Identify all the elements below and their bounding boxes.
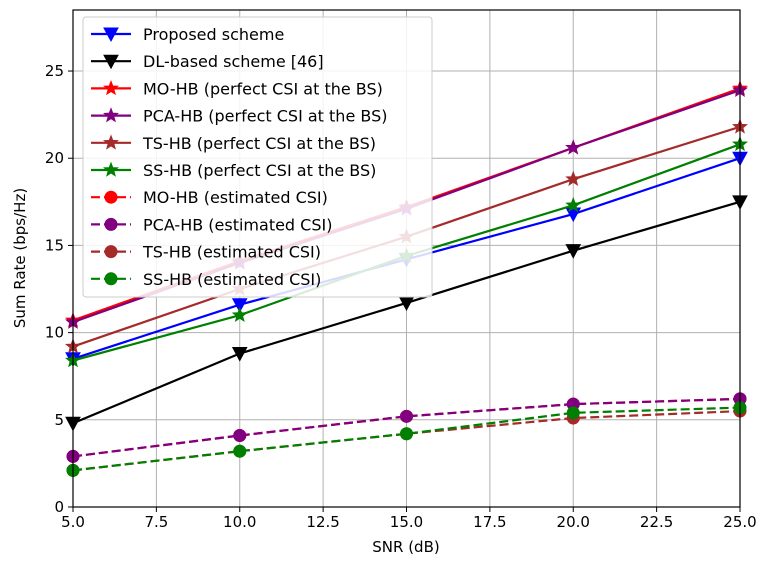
x-tick-label: 10.0 <box>223 513 256 531</box>
legend-label: DL-based scheme [46] <box>143 52 324 71</box>
x-tick-label: 15.0 <box>390 513 423 531</box>
legend-item: DL-based scheme [46] <box>91 52 324 71</box>
y-tick-label: 5 <box>54 411 64 429</box>
data-point <box>231 306 248 322</box>
x-tick-label: 20.0 <box>557 513 590 531</box>
legend-label: MO-HB (perfect CSI at the BS) <box>143 79 383 98</box>
legend-marker <box>103 134 119 150</box>
series-line <box>72 406 741 472</box>
legend-marker <box>103 107 119 123</box>
legend-item: PCA-HB (perfect CSI at the BS) <box>91 107 387 126</box>
y-tick-label: 0 <box>54 498 64 516</box>
legend-item: MO-HB (estimated CSI) <box>91 188 328 207</box>
legend-label: TS-HB (estimated CSI) <box>142 243 321 262</box>
series-10 <box>66 401 747 477</box>
axis-ticks: 5.0 7.5 10.0 12.5 15.0 17.5 20.0 22.5 25.0 0 5 10 15… <box>45 62 757 531</box>
data-point <box>233 444 247 458</box>
legend-label: PCA-HB (perfect CSI at the BS) <box>143 107 387 126</box>
data-point <box>566 406 580 420</box>
series-line <box>72 397 741 458</box>
y-axis-label: Sum Rate (bps/Hz) <box>11 188 29 328</box>
data-point <box>231 347 248 362</box>
data-point <box>400 409 413 423</box>
data-point <box>400 427 413 441</box>
legend-marker <box>104 190 118 204</box>
data-point <box>565 196 582 213</box>
legend-item: SS-HB (perfect CSI at the BS) <box>91 161 376 180</box>
data-point <box>565 139 582 155</box>
legend-label: TS-HB (perfect CSI at the BS) <box>142 134 376 153</box>
legend-marker <box>104 217 118 231</box>
legend-item: Proposed scheme <box>91 25 284 44</box>
legend-item: TS-HB (estimated CSI) <box>91 243 321 262</box>
y-tick-label: 15 <box>45 236 64 254</box>
x-tick-label: 25.0 <box>723 513 756 531</box>
legend-item: TS-HB (perfect CSI at the BS) <box>91 134 376 153</box>
legend-item: PCA-HB (estimated CSI) <box>91 215 332 234</box>
legend-box <box>82 16 433 298</box>
x-tick-label: 5.0 <box>61 513 85 531</box>
legend-marker <box>103 161 119 177</box>
legend: Proposed scheme DL-based scheme [46] MO-HB… <box>82 16 433 298</box>
legend-marker <box>103 27 119 43</box>
x-axis-label: SNR (dB) <box>372 538 439 556</box>
legend-marker <box>103 80 119 96</box>
x-tick-label: 7.5 <box>144 513 168 531</box>
y-tick-label: 10 <box>45 324 64 342</box>
data-point <box>231 298 248 313</box>
data-point <box>565 170 582 186</box>
x-tick-label: 22.5 <box>640 513 673 531</box>
x-tick-label: 17.5 <box>473 513 506 531</box>
data-point <box>233 429 247 443</box>
y-tick-label: 25 <box>45 62 64 80</box>
legend-marker <box>104 245 118 259</box>
legend-marker <box>103 54 119 70</box>
legend-item: SS-HB (estimated CSI) <box>91 270 321 289</box>
legend-item: MO-HB (perfect CSI at the BS) <box>91 79 383 98</box>
legend-label: SS-HB (estimated CSI) <box>143 270 321 289</box>
legend-label: PCA-HB (estimated CSI) <box>143 215 332 234</box>
legend-label: SS-HB (perfect CSI at the BS) <box>143 161 376 180</box>
data-point <box>565 244 582 259</box>
x-tick-label: 12.5 <box>306 513 339 531</box>
legend-marker <box>104 272 118 286</box>
legend-label: MO-HB (estimated CSI) <box>143 188 328 207</box>
legend-label: Proposed scheme <box>143 25 284 44</box>
y-tick-label: 20 <box>45 149 64 167</box>
